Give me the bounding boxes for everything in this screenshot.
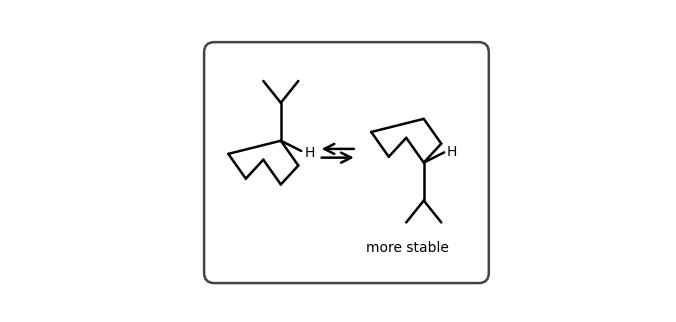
FancyBboxPatch shape [204, 42, 489, 283]
Text: more stable: more stable [366, 242, 449, 255]
Text: H: H [304, 146, 314, 160]
Text: H: H [447, 145, 458, 159]
